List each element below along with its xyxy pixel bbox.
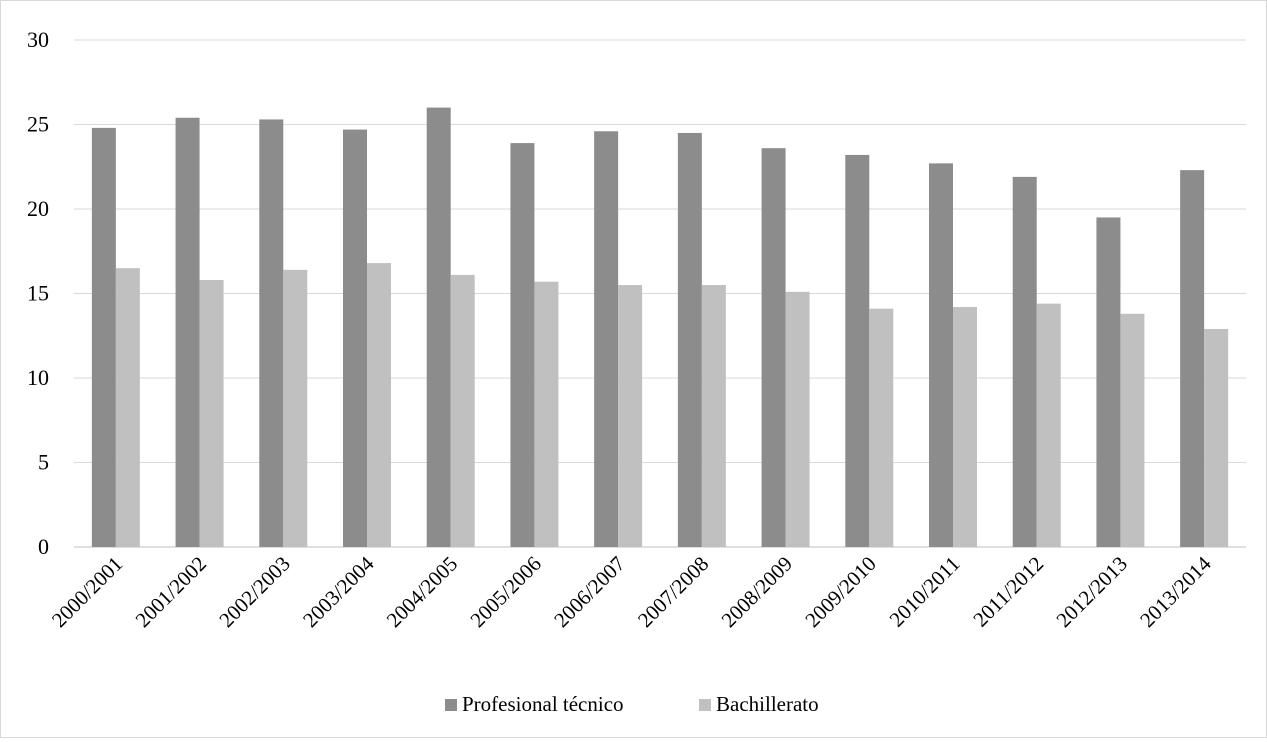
- bar-profesional-tecnico-2011-2012: [1012, 176, 1037, 547]
- bar-bachillerato-2013-2014: [1204, 328, 1229, 547]
- gridlines: [74, 39, 1246, 548]
- x-tick-label: 2001/2002: [131, 552, 211, 632]
- y-tick-label: 0: [38, 534, 49, 559]
- x-tick-label: 2004/2005: [382, 552, 462, 632]
- x-tick-label: 2009/2010: [800, 552, 880, 632]
- bar-bachillerato-2006-2007: [618, 285, 643, 547]
- x-tick-label: 2011/2012: [968, 552, 1048, 632]
- legend-swatch-profesional-tecnico: [445, 699, 457, 711]
- bar-profesional-tecnico-2005-2006: [510, 143, 535, 547]
- bar-profesional-tecnico-2000-2001: [91, 127, 116, 547]
- x-tick-label: 2002/2003: [214, 552, 294, 632]
- legend-label-profesional-tecnico: Profesional técnico: [462, 692, 624, 716]
- bar-profesional-tecnico-2012-2013: [1096, 217, 1121, 547]
- bar-bachillerato-2001-2002: [199, 279, 224, 547]
- bar-profesional-tecnico-2009-2010: [845, 154, 870, 548]
- y-tick-label: 5: [38, 450, 49, 475]
- bars: [91, 107, 1229, 548]
- bar-bachillerato-2004-2005: [450, 274, 475, 547]
- bar-bachillerato-2007-2008: [701, 285, 726, 547]
- legend-swatch-bachillerato: [699, 699, 711, 711]
- x-tick-label: 2013/2014: [1135, 551, 1216, 632]
- x-tick-label: 2003/2004: [298, 551, 379, 632]
- bar-bachillerato-2009-2010: [869, 308, 894, 547]
- bar-bachillerato-2008-2009: [785, 291, 810, 547]
- x-tick-label: 2010/2011: [885, 552, 965, 632]
- x-tick-label: 2012/2013: [1051, 552, 1131, 632]
- x-tick-label: 2006/2007: [549, 552, 629, 632]
- bar-profesional-tecnico-2008-2009: [761, 148, 786, 547]
- bar-bachillerato-2002-2003: [283, 269, 308, 547]
- bar-profesional-tecnico-2001-2002: [175, 117, 200, 548]
- y-tick-label: 20: [27, 196, 49, 221]
- x-tick-label: 2007/2008: [633, 552, 713, 632]
- legend-label-bachillerato: Bachillerato: [716, 692, 819, 716]
- y-tick-label: 15: [27, 281, 49, 306]
- bar-bachillerato-2010-2011: [953, 307, 977, 547]
- bar-bachillerato-2000-2001: [115, 268, 140, 547]
- y-tick-label: 25: [27, 112, 49, 137]
- bar-profesional-tecnico-2002-2003: [259, 119, 284, 548]
- bar-profesional-tecnico-2013-2014: [1180, 170, 1205, 547]
- x-tick-label: 2005/2006: [465, 552, 545, 632]
- x-axis-ticks: 2000/2001 2001/2002 2002/2003 2003/2004 2004…: [47, 551, 1216, 632]
- bar-profesional-tecnico-2007-2008: [677, 132, 702, 547]
- x-tick-label: 2008/2009: [717, 552, 797, 632]
- bar-profesional-tecnico-2010-2011: [929, 163, 953, 547]
- bar-bachillerato-2012-2013: [1120, 313, 1145, 547]
- y-tick-label: 10: [27, 365, 49, 390]
- x-tick-label: 2000/2001: [47, 552, 127, 632]
- bar-profesional-tecnico-2006-2007: [594, 131, 619, 547]
- y-tick-label: 30: [27, 27, 49, 52]
- bar-bachillerato-2011-2012: [1036, 303, 1061, 547]
- legend: Profesional técnico Bachillerato: [445, 692, 819, 716]
- bar-profesional-tecnico-2004-2005: [426, 107, 451, 547]
- bar-bachillerato-2005-2006: [534, 281, 559, 547]
- bar-bachillerato-2003-2004: [367, 263, 391, 547]
- y-axis-ticks: 0 5 10 15 20 25 30: [27, 27, 49, 559]
- bar-profesional-tecnico-2003-2004: [343, 129, 367, 547]
